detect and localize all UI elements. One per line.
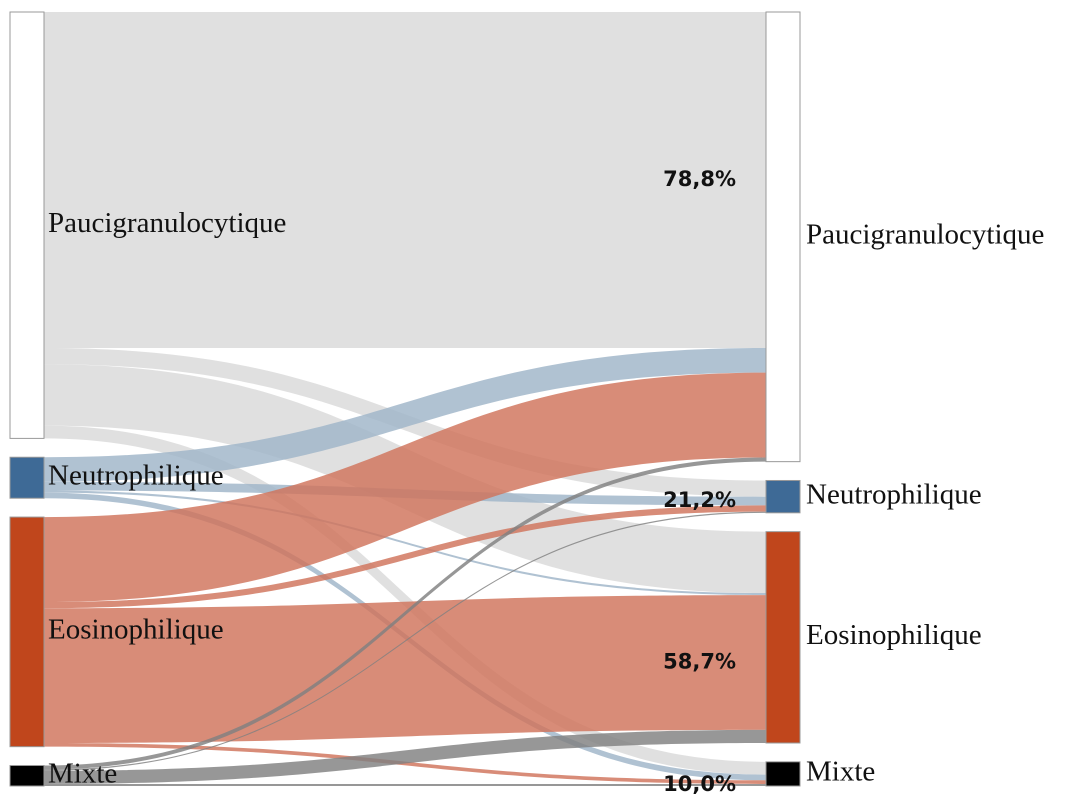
left-node (9, 765, 45, 787)
node-label: Eosinophilique (48, 614, 224, 646)
link (44, 372, 766, 603)
node-label: Neutrophilique (48, 459, 224, 491)
link (44, 348, 766, 482)
link (44, 511, 766, 771)
link (44, 490, 766, 596)
node-label: Mixte (806, 756, 875, 788)
link (44, 457, 766, 770)
left-node (9, 11, 45, 439)
link (44, 425, 766, 775)
right-node (765, 761, 801, 787)
link (44, 783, 766, 786)
value-label: 21,2% (663, 488, 736, 512)
link (44, 12, 766, 349)
node-label: Paucigranulocytique (48, 207, 286, 239)
right-node (765, 11, 801, 463)
links (44, 12, 766, 786)
value-label: 78,8% (663, 167, 736, 191)
link (44, 595, 766, 743)
left-node (9, 456, 45, 499)
node-label: Mixte (48, 757, 117, 789)
link (44, 742, 766, 784)
value-label: 10,0% (663, 772, 736, 796)
node-label: Neutrophilique (806, 478, 982, 510)
value-label: 58,7% (663, 649, 736, 673)
right-node (765, 531, 801, 744)
node-label: Paucigranulocytique (806, 218, 1044, 250)
link (44, 505, 766, 609)
node-label: Eosinophilique (806, 619, 982, 651)
link (44, 729, 766, 784)
left-node (9, 516, 45, 748)
right-node (765, 479, 801, 514)
